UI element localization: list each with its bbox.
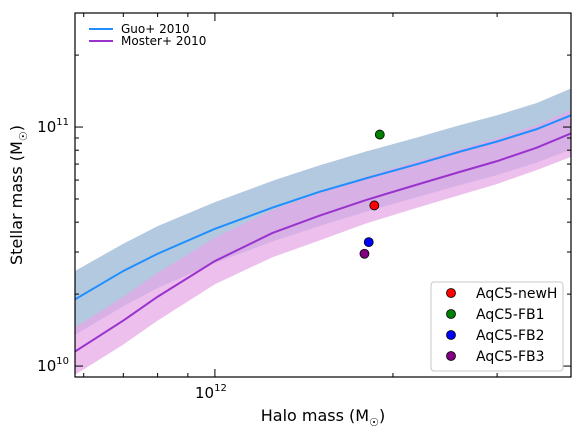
y-axis-label: Stellar mass (M☉) — [7, 125, 30, 265]
legend-label-moster: Moster+ 2010 — [121, 34, 206, 48]
line-legend: Guo+ 2010 Moster+ 2010 — [89, 22, 206, 48]
legend-label-newh: AqC5-newH — [476, 286, 557, 302]
points-legend: AqC5-newH AqC5-FB1 AqC5-FB2 AqC5-FB3 — [431, 282, 563, 371]
point-aqc5-fb2 — [364, 238, 373, 247]
x-axis-label-subscript: ☉ — [369, 416, 379, 429]
legend-label-fb3: AqC5-FB3 — [476, 349, 545, 365]
legend-marker-fb1 — [447, 310, 456, 319]
legend-label-fb1: AqC5-FB1 — [476, 307, 545, 323]
y-axis-label-subscript: ☉ — [17, 131, 30, 141]
y-tick-label: 1010 — [37, 356, 69, 375]
point-aqc5-fb3 — [360, 249, 369, 258]
x-axis-label: Halo mass (M☉) — [261, 406, 385, 429]
point-aqc5-newh — [370, 201, 379, 210]
x-tick-label: 1012 — [195, 383, 227, 402]
legend-marker-fb3 — [447, 352, 456, 361]
legend-label-fb2: AqC5-FB2 — [476, 328, 545, 344]
legend-marker-fb2 — [447, 331, 456, 340]
point-aqc5-fb1 — [375, 130, 384, 139]
y-tick-label: 1011 — [37, 117, 69, 136]
legend-marker-newh — [447, 289, 456, 298]
